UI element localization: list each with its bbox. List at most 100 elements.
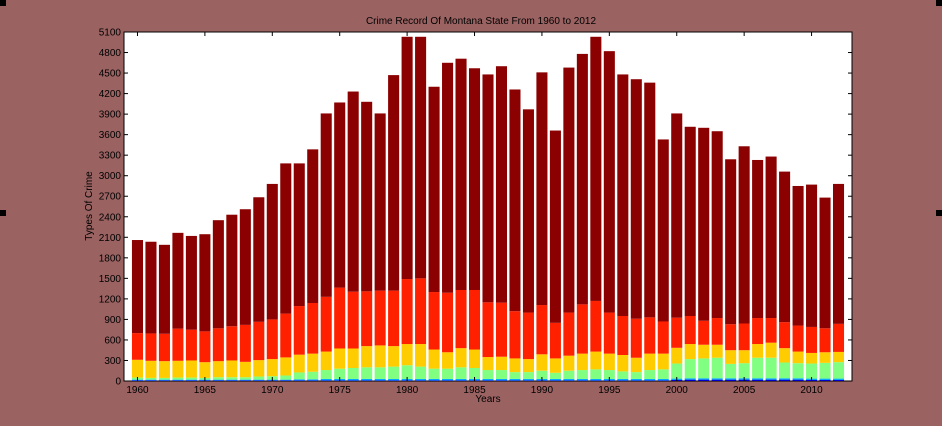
bar-segment-1962-2 bbox=[158, 377, 170, 380]
bar-segment-1991-0 bbox=[549, 380, 561, 381]
bar-segment-1985-3 bbox=[468, 349, 481, 368]
bar-segment-2008-5 bbox=[779, 171, 791, 323]
bar-segment-1962-5 bbox=[158, 244, 170, 334]
x-axis-label: Years bbox=[475, 394, 500, 405]
bar-segment-2006-2 bbox=[752, 357, 764, 379]
bar-segment-2007-2 bbox=[765, 357, 777, 379]
bar-segment-1988-5 bbox=[509, 89, 521, 312]
bar-segment-1984-3 bbox=[455, 348, 467, 368]
bar-segment-2010-3 bbox=[806, 352, 818, 364]
bar-segment-1985-2 bbox=[468, 368, 481, 379]
y-axis: 0 300 600 900 1200 1500 1800 2100 2400 2700 3000 33… bbox=[99, 28, 852, 388]
bar-segment-1983-1 bbox=[442, 378, 454, 381]
bar-segment-1989-2 bbox=[522, 372, 534, 379]
bar-segment-1963-0 bbox=[172, 380, 184, 381]
bar-segment-1977-5 bbox=[361, 101, 373, 292]
bar-segment-1994-3 bbox=[590, 351, 602, 370]
bar-segment-2012-4 bbox=[832, 323, 845, 352]
bar-segment-2001-2 bbox=[684, 359, 696, 379]
bar-segment-1969-3 bbox=[253, 360, 265, 377]
bar-segment-1972-1 bbox=[293, 379, 305, 381]
bar-segment-1995-3 bbox=[603, 353, 615, 371]
bar-segment-1966-2 bbox=[212, 377, 224, 380]
bar-segment-1981-0 bbox=[415, 380, 427, 381]
bar-segment-1976-0 bbox=[347, 380, 359, 381]
bar-segment-2012-5 bbox=[832, 183, 845, 324]
bar-segment-1974-4 bbox=[320, 296, 332, 352]
bar-segment-1971-0 bbox=[280, 380, 292, 381]
bar-segment-1974-3 bbox=[320, 351, 332, 371]
bar-segment-1986-0 bbox=[482, 380, 494, 381]
x-tick-label-1965: 1965 bbox=[194, 385, 217, 396]
y-tick-label-600: 600 bbox=[104, 335, 121, 346]
bar-segment-1982-2 bbox=[428, 368, 440, 379]
bar-segment-2001-5 bbox=[684, 126, 696, 316]
bar-segment-1977-2 bbox=[361, 367, 373, 379]
bar-segment-1983-3 bbox=[442, 352, 454, 369]
bar-segment-1993-3 bbox=[576, 353, 588, 371]
bar-segment-1994-4 bbox=[590, 300, 602, 352]
bar-segment-1995-2 bbox=[603, 370, 615, 379]
bar-segment-1994-2 bbox=[590, 369, 602, 379]
bar-segment-1977-1 bbox=[361, 378, 373, 381]
bar-segment-2003-0 bbox=[711, 379, 723, 381]
bar-segment-2006-4 bbox=[752, 318, 764, 345]
bar-segment-1987-1 bbox=[495, 378, 507, 381]
x-tick-label-2010: 2010 bbox=[800, 385, 823, 396]
bar-segment-1978-3 bbox=[374, 345, 386, 368]
bar-segment-1964-2 bbox=[185, 377, 197, 380]
bar-segment-1961-4 bbox=[145, 333, 157, 361]
bar-segment-2007-5 bbox=[765, 156, 777, 319]
bar-segment-1987-2 bbox=[495, 370, 507, 379]
bar-segment-1982-1 bbox=[428, 378, 440, 381]
bar-segment-1990-4 bbox=[536, 305, 548, 355]
bar-segment-1998-0 bbox=[644, 380, 656, 381]
x-tick-label-2005: 2005 bbox=[733, 385, 756, 396]
bar-segment-2011-1 bbox=[819, 378, 831, 380]
bar-segment-1976-4 bbox=[347, 291, 359, 349]
bar-segment-2006-3 bbox=[752, 344, 764, 358]
bar-segment-2011-5 bbox=[819, 197, 831, 329]
bar-segment-1974-5 bbox=[320, 113, 332, 297]
bar-segment-1977-0 bbox=[361, 380, 373, 381]
bar-segment-1973-0 bbox=[307, 380, 319, 381]
bar-segment-1997-4 bbox=[630, 318, 642, 358]
bar-segment-1997-1 bbox=[630, 378, 642, 381]
bars-group bbox=[131, 36, 845, 381]
bar-segment-1963-4 bbox=[172, 328, 184, 361]
bar-segment-1983-4 bbox=[442, 292, 454, 353]
bar-segment-1992-4 bbox=[563, 312, 575, 356]
bar-segment-1992-3 bbox=[563, 355, 575, 371]
bar-segment-2008-0 bbox=[779, 379, 791, 381]
bar-segment-1973-2 bbox=[307, 371, 319, 380]
resize-handle-top-left[interactable] bbox=[0, 0, 6, 6]
bar-segment-1964-4 bbox=[185, 329, 197, 361]
bar-segment-1998-1 bbox=[644, 378, 656, 381]
bar-segment-1993-0 bbox=[576, 380, 588, 381]
resize-handle-middle-left[interactable] bbox=[0, 210, 6, 216]
bar-segment-1976-3 bbox=[347, 348, 359, 368]
bar-segment-1984-0 bbox=[455, 380, 467, 381]
resize-handle-middle-right[interactable] bbox=[936, 210, 942, 216]
bar-segment-1974-1 bbox=[320, 378, 332, 381]
bar-segment-1996-5 bbox=[617, 74, 629, 316]
y-tick-label-5100: 5100 bbox=[99, 28, 122, 39]
resize-handle-top-right[interactable] bbox=[936, 0, 942, 6]
bar-segment-1968-4 bbox=[239, 324, 251, 362]
bar-segment-2004-5 bbox=[725, 159, 737, 325]
bar-segment-1986-4 bbox=[482, 302, 494, 358]
bar-segment-1969-0 bbox=[253, 380, 265, 381]
bar-segment-1987-5 bbox=[495, 66, 507, 303]
bar-segment-1997-5 bbox=[630, 79, 642, 319]
bar-segment-1990-2 bbox=[536, 370, 548, 379]
bar-segment-1972-5 bbox=[293, 163, 305, 307]
bar-segment-2012-1 bbox=[832, 378, 845, 380]
bar-segment-1969-1 bbox=[253, 379, 265, 381]
bar-segment-1992-5 bbox=[563, 67, 575, 313]
bar-segment-2012-0 bbox=[832, 379, 845, 381]
bar-segment-1991-2 bbox=[549, 372, 561, 379]
bar-segment-1966-5 bbox=[212, 220, 224, 329]
bar-segment-1967-1 bbox=[226, 379, 238, 381]
bar-segment-1996-1 bbox=[617, 378, 629, 381]
